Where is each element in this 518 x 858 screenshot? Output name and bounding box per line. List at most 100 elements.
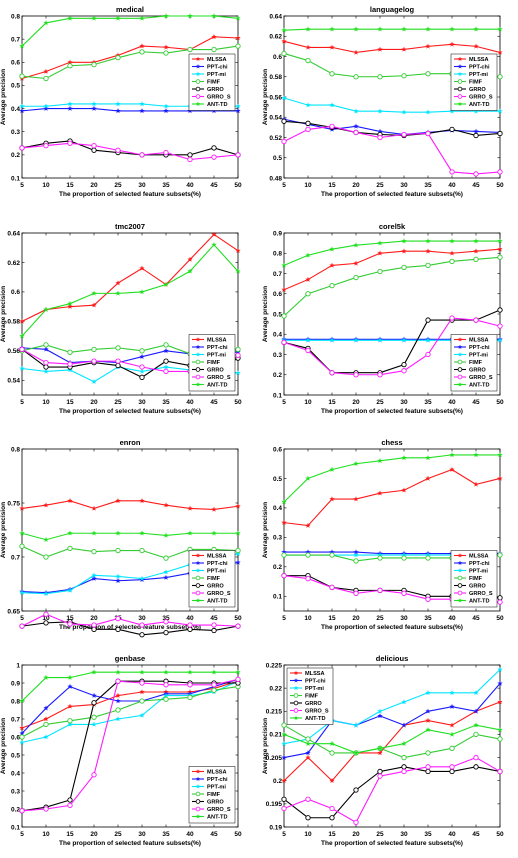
y-tick-label: 0.62 [269,34,282,41]
series-line [283,120,501,137]
data-point [91,302,97,308]
data-point [353,274,359,281]
data-point [305,736,311,742]
data-point [67,140,73,146]
x-tick-label: 30 [138,399,146,406]
legend-label: ANT-TD [207,383,228,389]
series-line [283,756,501,824]
data-point [473,256,479,262]
x-tick-label: 40 [186,399,194,406]
data-point [281,740,287,746]
x-tick-label: 35 [162,831,170,838]
data-point [43,674,49,680]
y-tick-label: 0.6 [273,446,282,453]
data-point [473,26,479,32]
legend-marker [195,56,201,61]
legend-label: GRRO_S [207,591,231,597]
legend-label: ANT-TD [469,102,490,108]
x-tick-label: 45 [472,399,480,406]
y-tick-label: 0.58 [7,319,20,326]
legend-marker [195,344,201,349]
data-point [67,683,73,689]
data-point [497,307,503,313]
legend-marker [195,79,201,84]
legend-label: FIMF [207,80,221,86]
x-tick-label: 10 [304,182,312,189]
chart-title: languagelog [370,5,415,14]
data-point [115,573,121,579]
data-point [115,15,121,21]
series-line [21,142,239,161]
data-point [473,108,479,114]
y-tick-label: 0.3 [273,352,282,359]
legend-marker [457,86,463,92]
x-tick-label: 20 [90,831,98,838]
y-tick-label: 0.225 [266,662,283,669]
data-point [187,694,193,701]
data-point [305,750,311,756]
data-point [187,530,193,536]
y-tick-label: 0.8 [11,698,20,705]
legend-label: PPT-mi [469,353,488,359]
x-tick-label: 45 [472,182,480,189]
data-point [235,108,241,114]
legend-label: GRRO [207,800,224,806]
data-point [329,102,335,108]
data-point [187,156,193,163]
data-point [401,722,407,728]
data-point [329,262,335,268]
y-tick-label: 0.54 [269,115,282,122]
x-tick-label: 45 [210,831,218,838]
chart-panel: genbase 5 10 15 20 25 30 35 40 45 50 0.1 0.2 0.3 0.4 0.… [0,654,242,847]
data-point [235,370,241,376]
data-point [235,103,241,109]
chart-panel: medical 5 10 15 20 25 30 35 40 45 50 0.1 0.2 0.3 0.4 0.… [0,5,242,198]
data-point [91,105,97,111]
data-point [139,49,145,55]
data-point [329,584,335,591]
data-point [401,109,407,115]
data-point [163,44,169,50]
series-line [21,686,239,738]
y-tick-label: 0.5 [11,752,20,759]
legend-label: ANT-TD [207,815,228,821]
legend-label: GRRO_S [207,375,231,381]
data-point [449,250,455,256]
x-tick-label: 25 [114,831,122,838]
x-tick-label: 40 [448,399,456,406]
data-point [449,768,455,775]
legend-label: PPT-chi [207,65,228,71]
legend-marker [293,678,299,683]
legend-marker [195,367,201,372]
x-tick-label: 5 [282,831,286,838]
data-point [163,555,169,561]
data-point [281,777,287,783]
data-point [91,61,97,68]
x-tick-label: 20 [352,399,360,406]
x-tick-label: 50 [496,615,504,622]
legend-label: PPT-chi [469,345,490,351]
y-tick-label: 0.9 [11,680,20,687]
x-tick-label: 40 [186,831,194,838]
series-line [283,256,501,317]
data-point [139,547,145,554]
data-point [281,573,287,579]
x-tick-label: 30 [400,831,408,838]
legend-marker [457,374,463,380]
data-point [377,250,383,256]
data-point [425,596,431,602]
data-point [281,519,287,525]
y-tick-label: 0.56 [7,348,20,355]
y-tick-label: 0.2 [11,152,20,159]
legend-label: ANT-TD [469,383,490,389]
legend-marker [195,101,201,106]
legend-marker [293,715,299,720]
data-point [139,348,145,354]
legend-label: MLSSA [305,671,325,677]
x-tick-label: 15 [328,831,336,838]
data-point [211,506,217,512]
data-point [43,342,49,348]
data-point [497,323,503,329]
